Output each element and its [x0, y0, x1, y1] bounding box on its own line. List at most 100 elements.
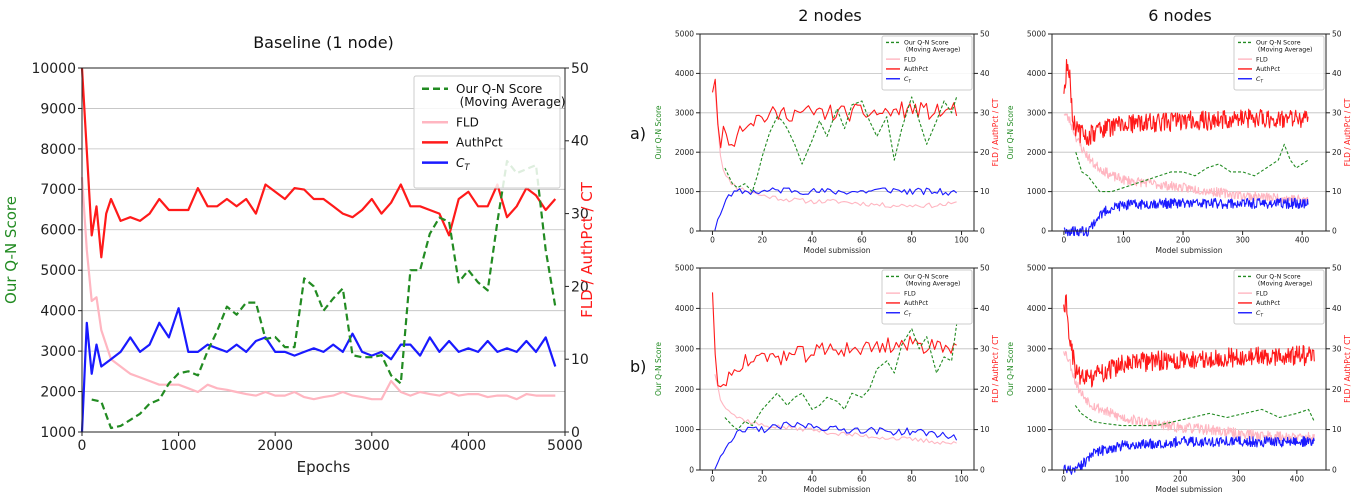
x-tick-label: 1000	[161, 438, 197, 454]
legend-label: Our Q-N Score	[1256, 40, 1301, 47]
tick-labels: 0 100 200 300 400010002000300040005000010203…	[1027, 30, 1342, 245]
y2-tick-label: 20	[980, 148, 990, 157]
legend: Our Q-N Score(Moving Average) FLD AuthPct C…	[1233, 269, 1325, 325]
y2-tick-label: 0	[1332, 227, 1337, 236]
y2-tick-label: 40	[1332, 304, 1342, 313]
y2-tick-label: 30	[980, 108, 990, 117]
series-group	[711, 292, 958, 470]
series-group	[1063, 294, 1315, 475]
x-tick-label: 20	[757, 475, 767, 484]
y2-axis-label: FLD / AuthPct / CT	[578, 181, 596, 318]
series-line-our-q-n-score	[1075, 143, 1309, 193]
y-tick-label: 5000	[675, 30, 694, 39]
x-tick-label: 100	[1116, 236, 1131, 245]
x-axis-label: Epochs	[297, 458, 351, 476]
row-label-a: a)	[630, 124, 647, 143]
y-tick-label: 1000	[675, 425, 694, 434]
y2-tick-label: 50	[980, 264, 990, 273]
x-axis-label: Model submission	[1156, 246, 1223, 255]
y-tick-label: 4000	[675, 69, 694, 78]
x-tick-label: 80	[907, 475, 917, 484]
legend-label: FLD	[904, 290, 916, 297]
x-axis-label: Model submission	[804, 485, 871, 494]
series-group	[80, 67, 557, 433]
legend-label: FLD	[1256, 290, 1268, 297]
panel-a-2-nodes: 0 20 40 60 80 100 0 1000 2000 3000 4000 5000 0 10 20 30…	[652, 28, 1004, 261]
panel-a-6-nodes-svg: 0 100 200 300 400010002000300040005000010203…	[1006, 30, 1352, 255]
y2-tick-label: 30	[571, 207, 589, 223]
x-axis-label: Model submission	[1156, 485, 1223, 494]
col-title-2-nodes: 2 nodes	[798, 6, 862, 25]
plot-frame	[1051, 267, 1327, 471]
y-tick-label: 0	[1041, 227, 1046, 236]
col-title-6-nodes: 6 nodes	[1148, 6, 1212, 25]
y-tick-label: 9000	[40, 101, 76, 117]
tick-labels: 0 1000 2000 3000 4000 50001000200030004000500…	[31, 61, 588, 454]
y-tick-label: 2000	[40, 384, 76, 400]
y2-tick-label: 20	[1332, 148, 1342, 157]
y-tick-label: 4000	[1027, 69, 1046, 78]
y-tick-label: 8000	[40, 142, 76, 158]
y-tick-label: 0	[689, 227, 694, 236]
y-tick-label: 2000	[675, 148, 694, 157]
y-tick-label: 5000	[675, 264, 694, 273]
y-tick-label: 4000	[675, 304, 694, 313]
x-tick-label: 20	[757, 236, 767, 245]
x-tick-label: 400	[1290, 475, 1305, 484]
legend-label: FLD	[1256, 56, 1268, 63]
legend-box	[881, 35, 973, 91]
series-line-authpct	[80, 67, 557, 259]
panel-b-6-nodes-svg: 0 100 200 300 400010002000300040005000010203…	[1006, 264, 1352, 494]
legend: Our Q-N Score(Moving Average) FLD AuthPct C…	[413, 75, 565, 189]
panel-b-2-nodes-svg: 0 20 40 60 80 1000100020003000400050000102030…	[654, 264, 1000, 494]
x-tick-label: 3000	[354, 438, 390, 454]
series-line-fld	[714, 86, 957, 209]
y2-tick-label: 0	[1332, 466, 1337, 475]
y2-tick-label: 50	[1332, 30, 1342, 39]
y2-axis-label: FLD / AuthPct / CT	[991, 98, 1000, 166]
x-tick-label: 0	[710, 236, 715, 245]
y-tick-label: 4000	[1027, 304, 1046, 313]
legend-label: CT	[904, 310, 911, 319]
y-tick-label: 3000	[675, 108, 694, 117]
plot-frame	[1051, 33, 1327, 232]
legend: Our Q-N Score(Moving Average) FLD AuthPct C…	[881, 35, 973, 91]
legend-label: CT	[456, 156, 470, 172]
x-tick-label: 0	[710, 475, 715, 484]
y-axis-label: Our Q-N Score	[1006, 105, 1015, 159]
y2-tick-label: 0	[980, 227, 985, 236]
tick-labels: 0 20 40 60 80 1000100020003000400050000102030…	[675, 264, 990, 484]
legend-label: Our Q-N Score	[904, 274, 949, 281]
y2-tick-label: 40	[1332, 69, 1342, 78]
panel-a-2-nodes-svg: 0 20 40 60 80 1000100020003000400050000102030…	[654, 30, 1000, 255]
series-line-our-q-n-score	[724, 96, 958, 193]
series-line-authpct	[711, 78, 958, 149]
y2-axis-label: FLD / AuthPct / CT	[1343, 98, 1352, 166]
legend-label: CT	[904, 76, 911, 85]
baseline-chart-svg: 0 1000 2000 3000 4000 50001000200030004000500…	[2, 33, 596, 476]
y-tick-label: 3000	[675, 344, 694, 353]
legend-label: FLD	[904, 56, 916, 63]
y2-tick-label: 10	[980, 187, 990, 196]
x-tick-label: 0	[1062, 236, 1067, 245]
x-tick-label: 100	[1115, 475, 1130, 484]
tick-labels: 0 100 200 300 400010002000300040005000010203…	[1027, 264, 1342, 484]
legend-box	[1233, 35, 1325, 91]
y-axis-label: Our Q-N Score	[1006, 342, 1015, 396]
series-line-fld	[1063, 113, 1309, 204]
y-tick-label: 3000	[1027, 344, 1046, 353]
y-tick-label: 0	[689, 466, 694, 475]
x-tick-label: 300	[1235, 236, 1250, 245]
x-axis-label: Model submission	[804, 246, 871, 255]
y-tick-label: 0	[1041, 466, 1046, 475]
y2-tick-label: 10	[980, 425, 990, 434]
series-line-c-t	[1063, 197, 1309, 237]
series-line-c-t	[714, 421, 958, 470]
y2-tick-label: 30	[1332, 344, 1342, 353]
legend-label: FLD	[456, 115, 479, 129]
y2-tick-label: 50	[980, 30, 990, 39]
y2-tick-label: 40	[571, 134, 589, 150]
y-tick-label: 10000	[31, 61, 76, 77]
y-tick-label: 7000	[40, 182, 76, 198]
legend-label: AuthPct	[1256, 66, 1281, 73]
